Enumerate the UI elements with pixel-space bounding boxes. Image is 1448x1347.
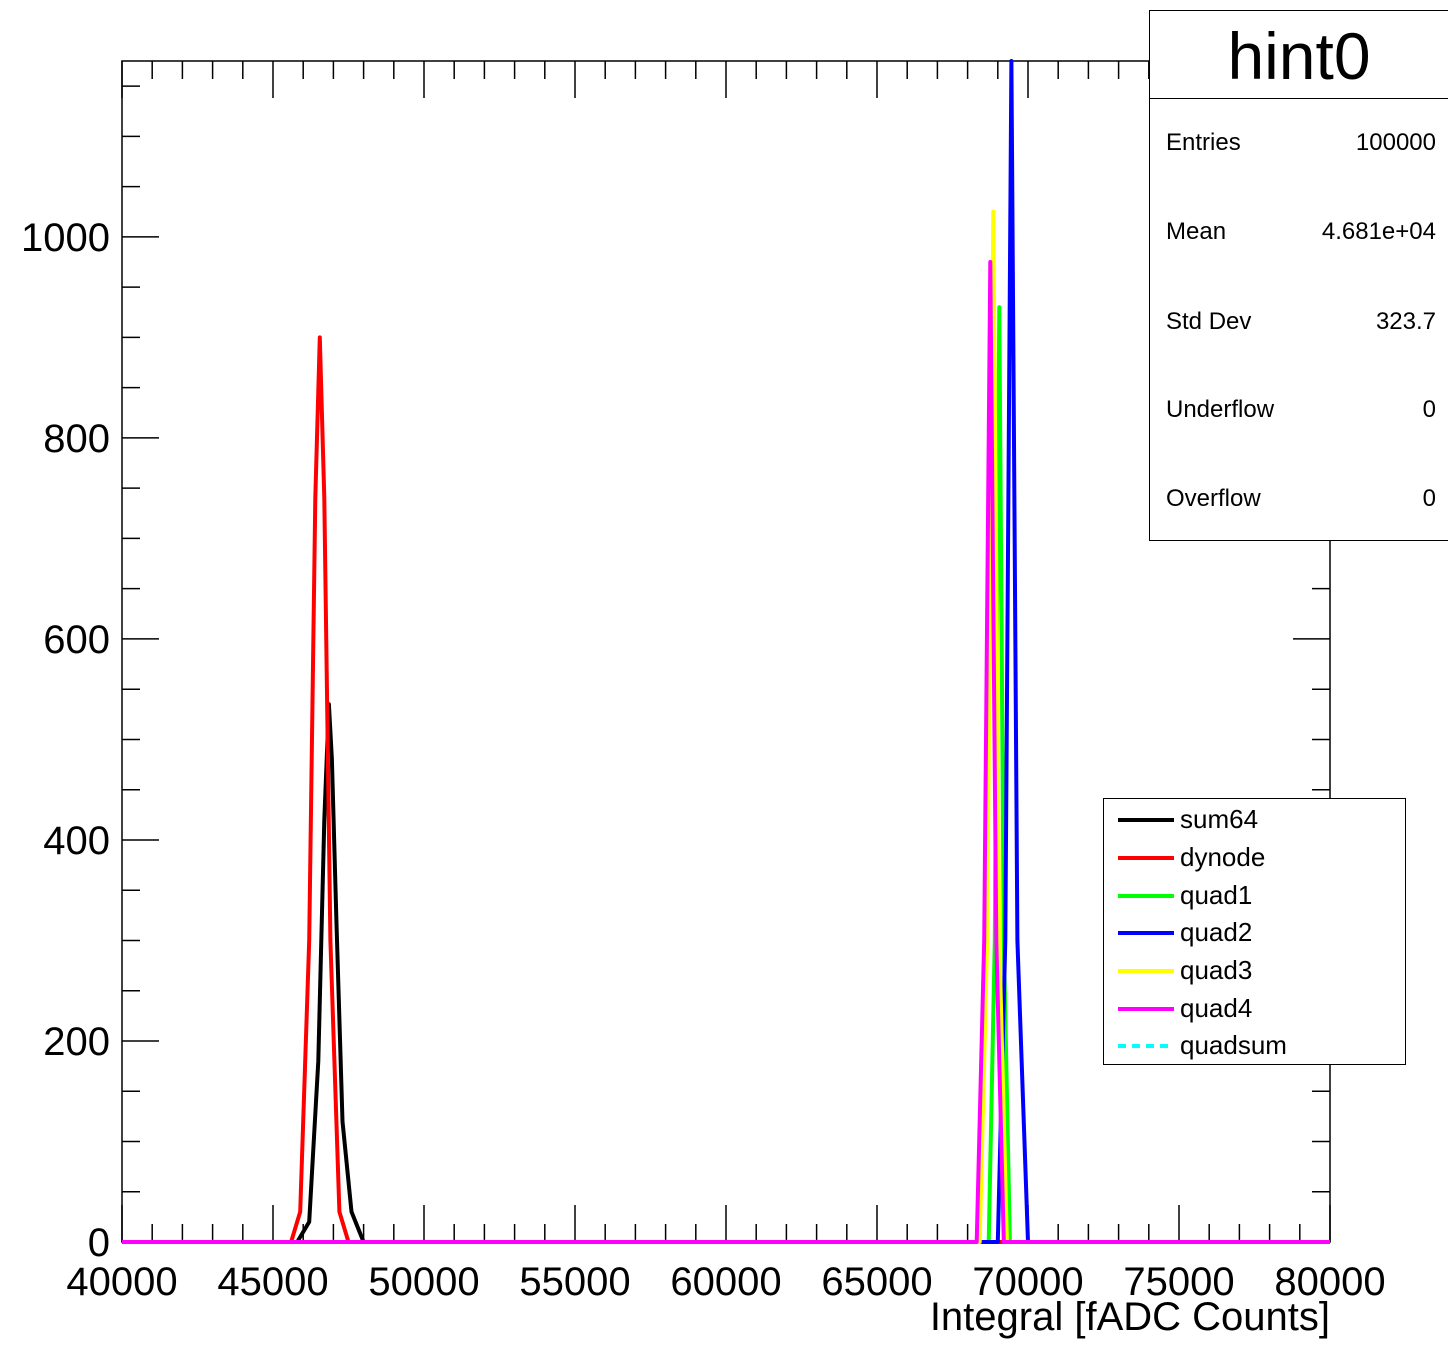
legend-item-dynode: dynode (1116, 839, 1396, 876)
stats-row-stddev: Std Dev 323.7 (1166, 302, 1436, 342)
legend-label: sum64 (1180, 804, 1258, 834)
x-tick-label: 65000 (821, 1260, 932, 1304)
legend-swatch-icon (1116, 877, 1176, 914)
stats-row-underflow: Underflow 0 (1166, 390, 1436, 430)
stats-value: 323.7 (1376, 302, 1436, 342)
legend-item-quad4: quad4 (1116, 990, 1396, 1027)
legend-swatch-icon (1116, 1027, 1176, 1064)
legend-item-quad2: quad2 (1116, 914, 1396, 951)
legend-item-quadsum: quadsum (1116, 1027, 1396, 1064)
legend-swatch-icon (1116, 952, 1176, 989)
stats-value: 4.681e+04 (1322, 212, 1436, 252)
y-tick-label: 1000 (21, 216, 110, 260)
y-tick-label: 600 (43, 618, 110, 662)
x-tick-label: 45000 (217, 1260, 328, 1304)
stats-label: Entries (1166, 123, 1241, 163)
legend-label: quadsum (1180, 1030, 1287, 1060)
x-tick-label: 40000 (66, 1260, 177, 1304)
stats-label: Overflow (1166, 479, 1261, 519)
stats-label: Mean (1166, 212, 1226, 252)
x-tick-label: 60000 (670, 1260, 781, 1304)
legend-label: quad1 (1180, 880, 1252, 910)
legend-swatch-icon (1116, 801, 1176, 838)
x-axis-label: Integral [fADC Counts] (930, 1295, 1330, 1339)
legend-swatch-icon (1116, 990, 1176, 1027)
legend-label: quad4 (1180, 993, 1252, 1023)
y-tick-label: 0 (88, 1221, 110, 1265)
legend-swatch-icon (1116, 839, 1176, 876)
stats-value: 100000 (1356, 123, 1436, 163)
x-tick-label: 50000 (368, 1260, 479, 1304)
legend-item-quad3: quad3 (1116, 952, 1396, 989)
legend-label: dynode (1180, 842, 1265, 872)
stats-value: 0 (1423, 479, 1436, 519)
x-tick-label: 55000 (519, 1260, 630, 1304)
stats-row-entries: Entries 100000 (1166, 123, 1436, 163)
y-tick-label: 200 (43, 1020, 110, 1064)
y-tick-label: 800 (43, 417, 110, 461)
stats-label: Std Dev (1166, 302, 1251, 342)
legend-item-sum64: sum64 (1116, 801, 1396, 838)
stats-title: hint0 (1150, 11, 1448, 99)
stats-row-mean: Mean 4.681e+04 (1166, 212, 1436, 252)
legend-item-quad1: quad1 (1116, 877, 1396, 914)
legend-label: quad2 (1180, 917, 1252, 947)
legend: sum64 dynode quad1 quad2 quad3 quad4 qua… (1103, 798, 1406, 1065)
stats-value: 0 (1423, 390, 1436, 430)
legend-swatch-icon (1116, 914, 1176, 951)
legend-label: quad3 (1180, 955, 1252, 985)
y-tick-labels: 0 200 400 600 800 1000 (21, 216, 110, 1265)
stats-row-overflow: Overflow 0 (1166, 479, 1436, 519)
stats-label: Underflow (1166, 390, 1274, 430)
y-tick-label: 400 (43, 819, 110, 863)
stats-box: hint0 Entries 100000 Mean 4.681e+04 Std … (1149, 10, 1448, 541)
